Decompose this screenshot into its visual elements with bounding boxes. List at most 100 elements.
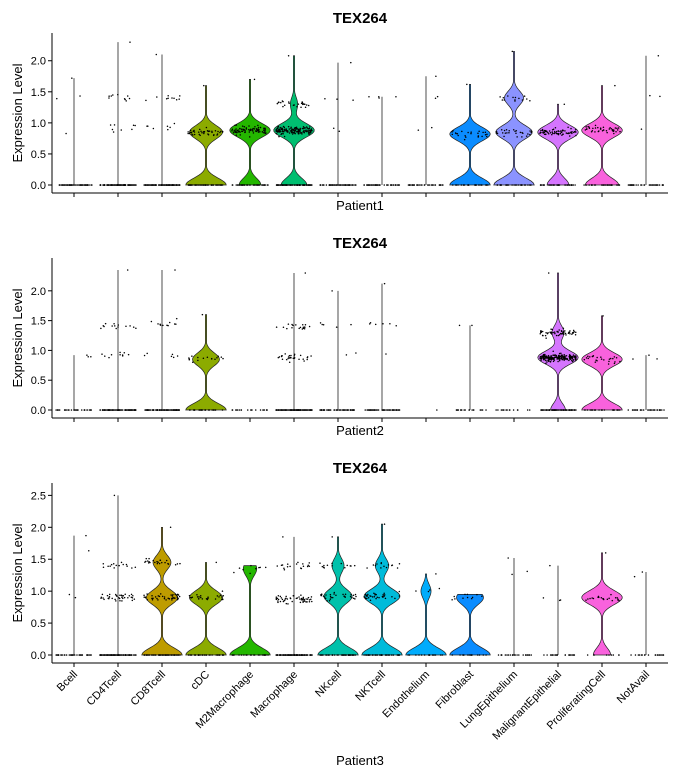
data-point [283,135,286,138]
data-point [551,184,553,186]
data-point [103,409,106,411]
data-point [281,654,283,656]
data-point [290,654,292,656]
data-point [364,409,366,411]
data-point [264,184,267,186]
data-point [277,101,280,104]
violin-proliferatingcell [581,84,623,186]
data-point [188,132,191,135]
data-point [66,409,68,411]
data-point [587,357,589,360]
data-point [231,129,233,132]
data-point [232,131,235,134]
data-point [482,654,485,656]
data-point [211,654,213,656]
data-point [526,98,528,100]
data-point [456,133,459,135]
data-point [240,184,242,186]
data-point [244,130,246,132]
data-point [173,654,175,656]
data-point [303,598,306,601]
data-point [206,598,209,601]
data-point [439,184,441,186]
data-point [281,127,284,130]
data-point [519,184,522,186]
data-point [373,592,375,595]
data-point [284,409,286,411]
data-point [290,131,293,134]
data-point [240,654,243,656]
jitter-points [55,534,92,656]
data-point [303,103,305,105]
data-point [307,130,310,132]
data-point [174,564,177,566]
data-point [543,184,546,186]
data-point [397,654,400,656]
data-point [292,357,295,360]
data-point [485,654,487,656]
data-point [600,356,602,358]
data-point [481,135,483,138]
data-point [196,593,198,596]
data-point [58,184,61,186]
data-point [109,124,112,126]
data-point [397,409,399,411]
jitter-points [583,84,621,186]
data-point [516,409,519,411]
data-point [398,184,401,186]
data-point [559,332,562,335]
data-point [150,184,152,186]
data-point [574,358,577,360]
data-point [302,326,305,329]
data-point [552,360,555,363]
y-tick-label: 1.5 [31,316,46,328]
data-point [592,127,594,130]
data-point [263,184,266,186]
data-point [170,355,173,358]
data-point [591,409,594,411]
data-point [512,409,515,411]
data-point [120,654,122,656]
data-point [287,409,289,411]
data-point [144,409,147,411]
data-point [211,131,213,134]
data-point [246,409,249,411]
x-category-label: cDC [189,669,213,693]
data-point [119,600,121,602]
data-point [557,357,560,359]
data-point [100,654,102,656]
violin-m2macrophage [229,564,271,656]
data-point [481,409,484,411]
data-point [56,97,58,100]
data-point [575,331,577,334]
data-point [275,409,277,411]
data-point [302,596,305,599]
data-point [60,184,63,186]
data-point [173,97,175,99]
data-point [99,654,101,656]
x-category-label: Endothelium [380,669,432,721]
data-point [553,130,556,133]
data-point [509,654,512,656]
data-point [369,599,372,601]
data-point [472,409,475,411]
data-point [462,597,464,599]
data-point [290,354,292,357]
violin-malignantepithelial [542,564,576,656]
data-point [152,127,155,130]
data-point [107,184,109,186]
data-point [293,104,295,106]
data-point [68,593,71,596]
data-point [132,595,134,597]
data-point [378,96,380,98]
data-point [305,130,307,132]
data-point [612,654,615,656]
data-point [368,323,371,325]
data-point [73,184,75,186]
data-point [632,358,634,360]
data-point [398,595,401,597]
data-point [512,96,514,99]
data-point [554,409,556,411]
data-point [218,184,221,186]
data-point [307,132,310,134]
